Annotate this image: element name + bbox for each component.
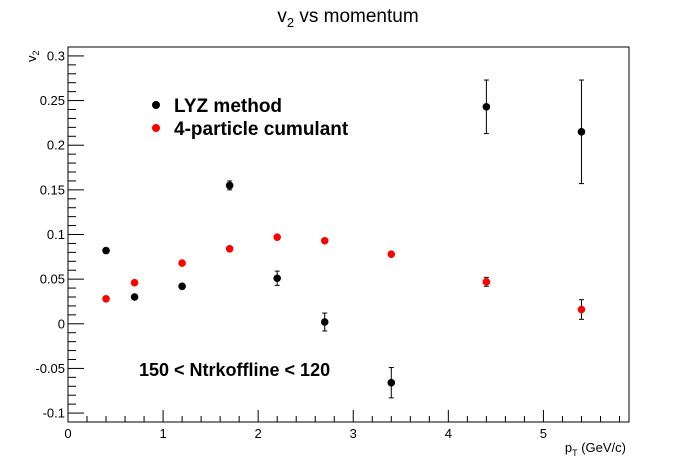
data-point: [130, 278, 139, 287]
data-point: [178, 259, 186, 267]
legend-marker-cumulant: [152, 124, 160, 132]
chart-title: v2 vs momentum: [277, 6, 418, 30]
legend-label-lyz: LYZ method: [174, 96, 282, 117]
legend: LYZ method 4-particle cumulant: [152, 96, 349, 140]
data-point: [225, 181, 234, 190]
data-point: [387, 250, 396, 258]
data-point: [225, 244, 234, 253]
series-cumulant: [102, 233, 586, 320]
y-axis: -0.1 -0.05 0 0.05 0.1 0.15 0.2 0.25 0.3: [35, 46, 84, 423]
x-tick-label: 5: [540, 426, 547, 441]
annotation-text: 150 < Ntrkoffline < 120: [139, 360, 330, 380]
title-main: v: [277, 6, 287, 27]
data-point: [387, 378, 396, 387]
data-point: [577, 305, 586, 314]
x-label-subscript: T: [572, 448, 578, 458]
data-point: [482, 103, 491, 111]
data-point: [577, 128, 586, 136]
data-point: [320, 236, 329, 245]
series-layer: [102, 79, 586, 399]
y-tick-label: 0.05: [40, 272, 65, 287]
series-lyz: [102, 79, 586, 399]
data-point: [130, 293, 139, 301]
legend-marker-lyz: [152, 101, 160, 109]
y-tick-label: 0.15: [40, 182, 65, 197]
data-point: [178, 282, 186, 291]
data-point: [320, 318, 329, 326]
y-tick-label: 0.1: [47, 227, 65, 242]
y-tick-label: 0.25: [40, 93, 65, 108]
title-subscript: 2: [287, 15, 294, 30]
y-label-main: v: [24, 55, 39, 62]
legend-label-cumulant: 4-particle cumulant: [174, 119, 349, 140]
y-label-subscript: 2: [31, 50, 41, 55]
y-tick-label: -0.1: [43, 406, 65, 421]
x-label-main: p: [565, 440, 572, 455]
y-tick-label: -0.05: [35, 361, 65, 376]
x-label-rest: (GeV/c): [578, 440, 626, 455]
y-tick-label: 0.2: [47, 138, 65, 153]
x-tick-label: 4: [445, 426, 452, 441]
x-axis-label: pT (GeV/c): [565, 440, 626, 458]
x-tick-label: 3: [350, 426, 357, 441]
data-point: [102, 246, 110, 255]
data-point: [482, 278, 491, 286]
x-tick-label: 0: [64, 426, 71, 441]
data-point: [102, 294, 110, 303]
data-point: [273, 233, 281, 241]
y-tick-label: 0.3: [47, 48, 65, 63]
y-tick-label: 0: [58, 316, 65, 331]
title-rest: vs momentum: [294, 6, 419, 27]
x-tick-label: 1: [159, 426, 166, 441]
x-axis: 0 1 2 3 4 5: [64, 410, 620, 441]
data-point: [273, 274, 281, 283]
y-axis-label: v2: [24, 50, 41, 62]
x-tick-label: 2: [255, 426, 262, 441]
